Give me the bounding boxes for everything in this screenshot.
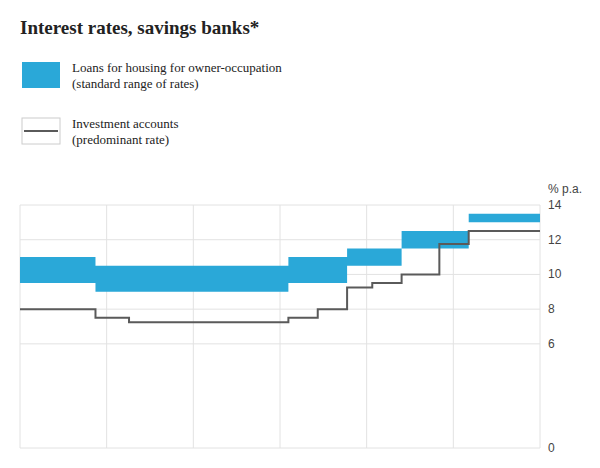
tick-label-y: 10 — [548, 267, 562, 281]
grid-line-x — [20, 205, 21, 448]
tick-label-y: 6 — [548, 337, 555, 351]
rate-line — [20, 231, 540, 322]
tick-label-y: 8 — [548, 302, 555, 316]
y-axis: 0 6 8 10 12 14 % p.a. — [548, 182, 582, 455]
grid-line-x — [193, 205, 194, 448]
legend-label: Loans for housing for owner-occupation(s… — [72, 60, 282, 91]
rate-band — [20, 214, 540, 292]
y-axis-label: % p.a. — [548, 182, 582, 196]
tick-label-y: 12 — [548, 233, 562, 247]
title: Interest rates, savings banks* — [20, 17, 259, 38]
legend-swatch — [22, 62, 60, 88]
legend: Loans for housing for owner-occupation(s… — [22, 60, 282, 147]
plot-area — [20, 214, 540, 322]
grid-line-x — [366, 205, 367, 448]
tick-label-y: 0 — [548, 441, 555, 455]
legend-swatch-frame — [22, 118, 60, 144]
grid-line-x — [106, 205, 107, 448]
tick-label-y: 14 — [548, 198, 562, 212]
grid — [20, 205, 540, 448]
grid-line-x — [540, 205, 541, 448]
background — [0, 0, 600, 468]
grid-line-x — [280, 205, 281, 448]
legend-swatch — [24, 130, 58, 132]
legend-label: Investment accounts(predominant rate) — [72, 116, 179, 147]
